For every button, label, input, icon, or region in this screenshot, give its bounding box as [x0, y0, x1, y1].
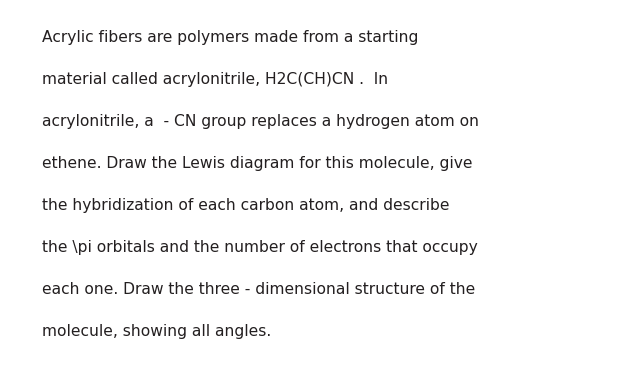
Text: the hybridization of each carbon atom, and describe: the hybridization of each carbon atom, a…	[42, 198, 450, 213]
Text: ethene. Draw the Lewis diagram for this molecule, give: ethene. Draw the Lewis diagram for this …	[42, 156, 472, 171]
Text: acrylonitrile, a  - CN group replaces a hydrogen atom on: acrylonitrile, a - CN group replaces a h…	[42, 114, 479, 129]
Text: material called acrylonitrile, H2C(CH)CN .  In: material called acrylonitrile, H2C(CH)CN…	[42, 72, 388, 87]
Text: the \pi orbitals and the number of electrons that occupy: the \pi orbitals and the number of elect…	[42, 240, 478, 255]
Text: each one. Draw the three - dimensional structure of the: each one. Draw the three - dimensional s…	[42, 282, 476, 297]
Text: molecule, showing all angles.: molecule, showing all angles.	[42, 324, 272, 339]
Text: Acrylic fibers are polymers made from a starting: Acrylic fibers are polymers made from a …	[42, 30, 418, 45]
